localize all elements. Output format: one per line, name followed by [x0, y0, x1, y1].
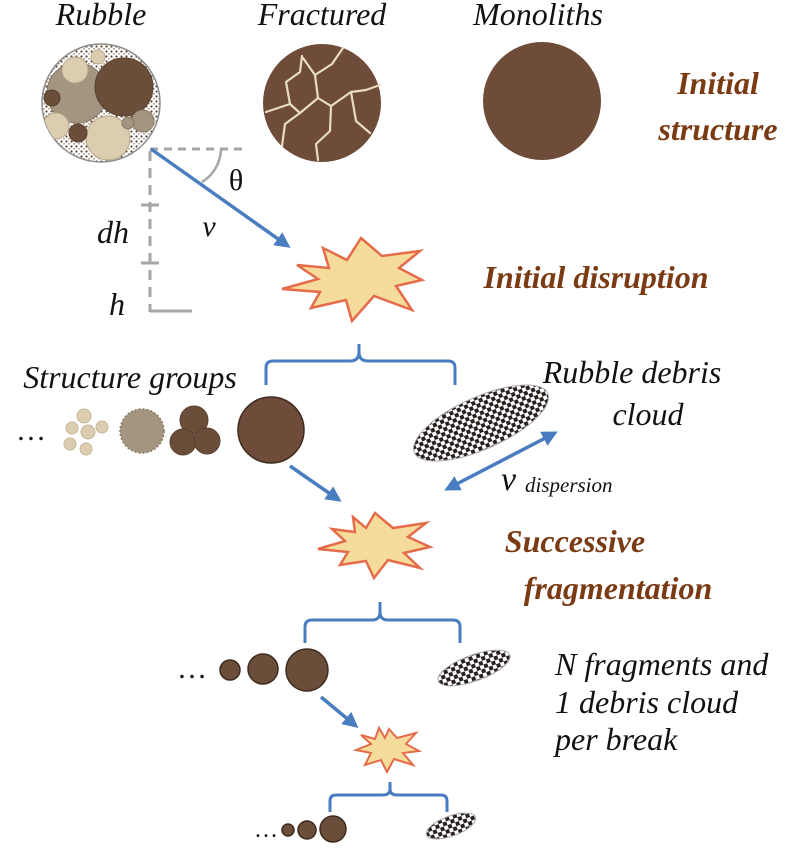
h-label: h: [109, 286, 125, 322]
fragments-note-line3: per break: [553, 721, 678, 757]
small-particles-cluster: [63, 408, 109, 456]
rubble-debris-cloud-3: [425, 812, 477, 840]
large-monolith-fragment: [237, 396, 305, 464]
split-bracket-1: [264, 344, 457, 385]
debris-cloud-label-line1: Rubble debris: [542, 354, 722, 390]
monoliths-label: Monoliths: [472, 0, 603, 32]
initial-disruption-burst: [281, 236, 426, 324]
entry-geometry: [141, 147, 248, 313]
fragments-note-line1: N fragments and: [554, 646, 769, 682]
structure-groups-label: Structure groups: [23, 359, 237, 395]
dh-label: dh: [97, 214, 129, 250]
stage-initial-structure-line2: structure: [657, 111, 777, 147]
theta-symbol: θ: [229, 164, 243, 197]
velocity-arrow: [149, 147, 291, 248]
dispersion-arrow: [444, 431, 558, 491]
fragment-row-3: [281, 815, 347, 843]
monolith-asteroid: [483, 42, 601, 160]
fragment-row-2: [219, 648, 329, 692]
fragments-note-line2: 1 debris cloud: [555, 684, 739, 720]
debris-cloud-label-line2: cloud: [612, 396, 684, 432]
split-bracket-2: [303, 602, 462, 643]
successive-fragmentation-burst: [317, 511, 434, 581]
rubble-debris-cloud-1: [412, 384, 550, 462]
third-break-burst: [352, 725, 423, 775]
fractured-asteroid: [263, 44, 382, 162]
velocity-symbol: v: [202, 210, 216, 243]
ellipsis-row-1: …: [16, 414, 46, 447]
stage-successive-line1: Successive: [505, 523, 645, 559]
rubble-label: Rubble: [55, 0, 147, 32]
split-bracket-3: [328, 782, 449, 812]
rubble-debris-cloud-2: [437, 649, 511, 687]
dispersion-velocity-symbol: v: [501, 461, 517, 498]
stage-successive-line2: fragmentation: [524, 570, 712, 606]
dispersion-velocity-subscript: dispersion: [525, 473, 613, 497]
fragment-arrow-2: [319, 695, 359, 729]
stage-initial-disruption: Initial disruption: [483, 259, 709, 295]
ellipsis-row-2: …: [177, 652, 207, 685]
rubble-asteroid: [41, 43, 161, 163]
fractured-label: Fractured: [257, 0, 388, 32]
ellipsis-row-3: …: [254, 817, 278, 843]
boulder-trio: [169, 405, 221, 456]
medium-tan-boulder: [119, 408, 165, 454]
fragment-arrow-1: [289, 464, 342, 502]
stage-initial-structure-line1: Initial: [676, 65, 759, 101]
